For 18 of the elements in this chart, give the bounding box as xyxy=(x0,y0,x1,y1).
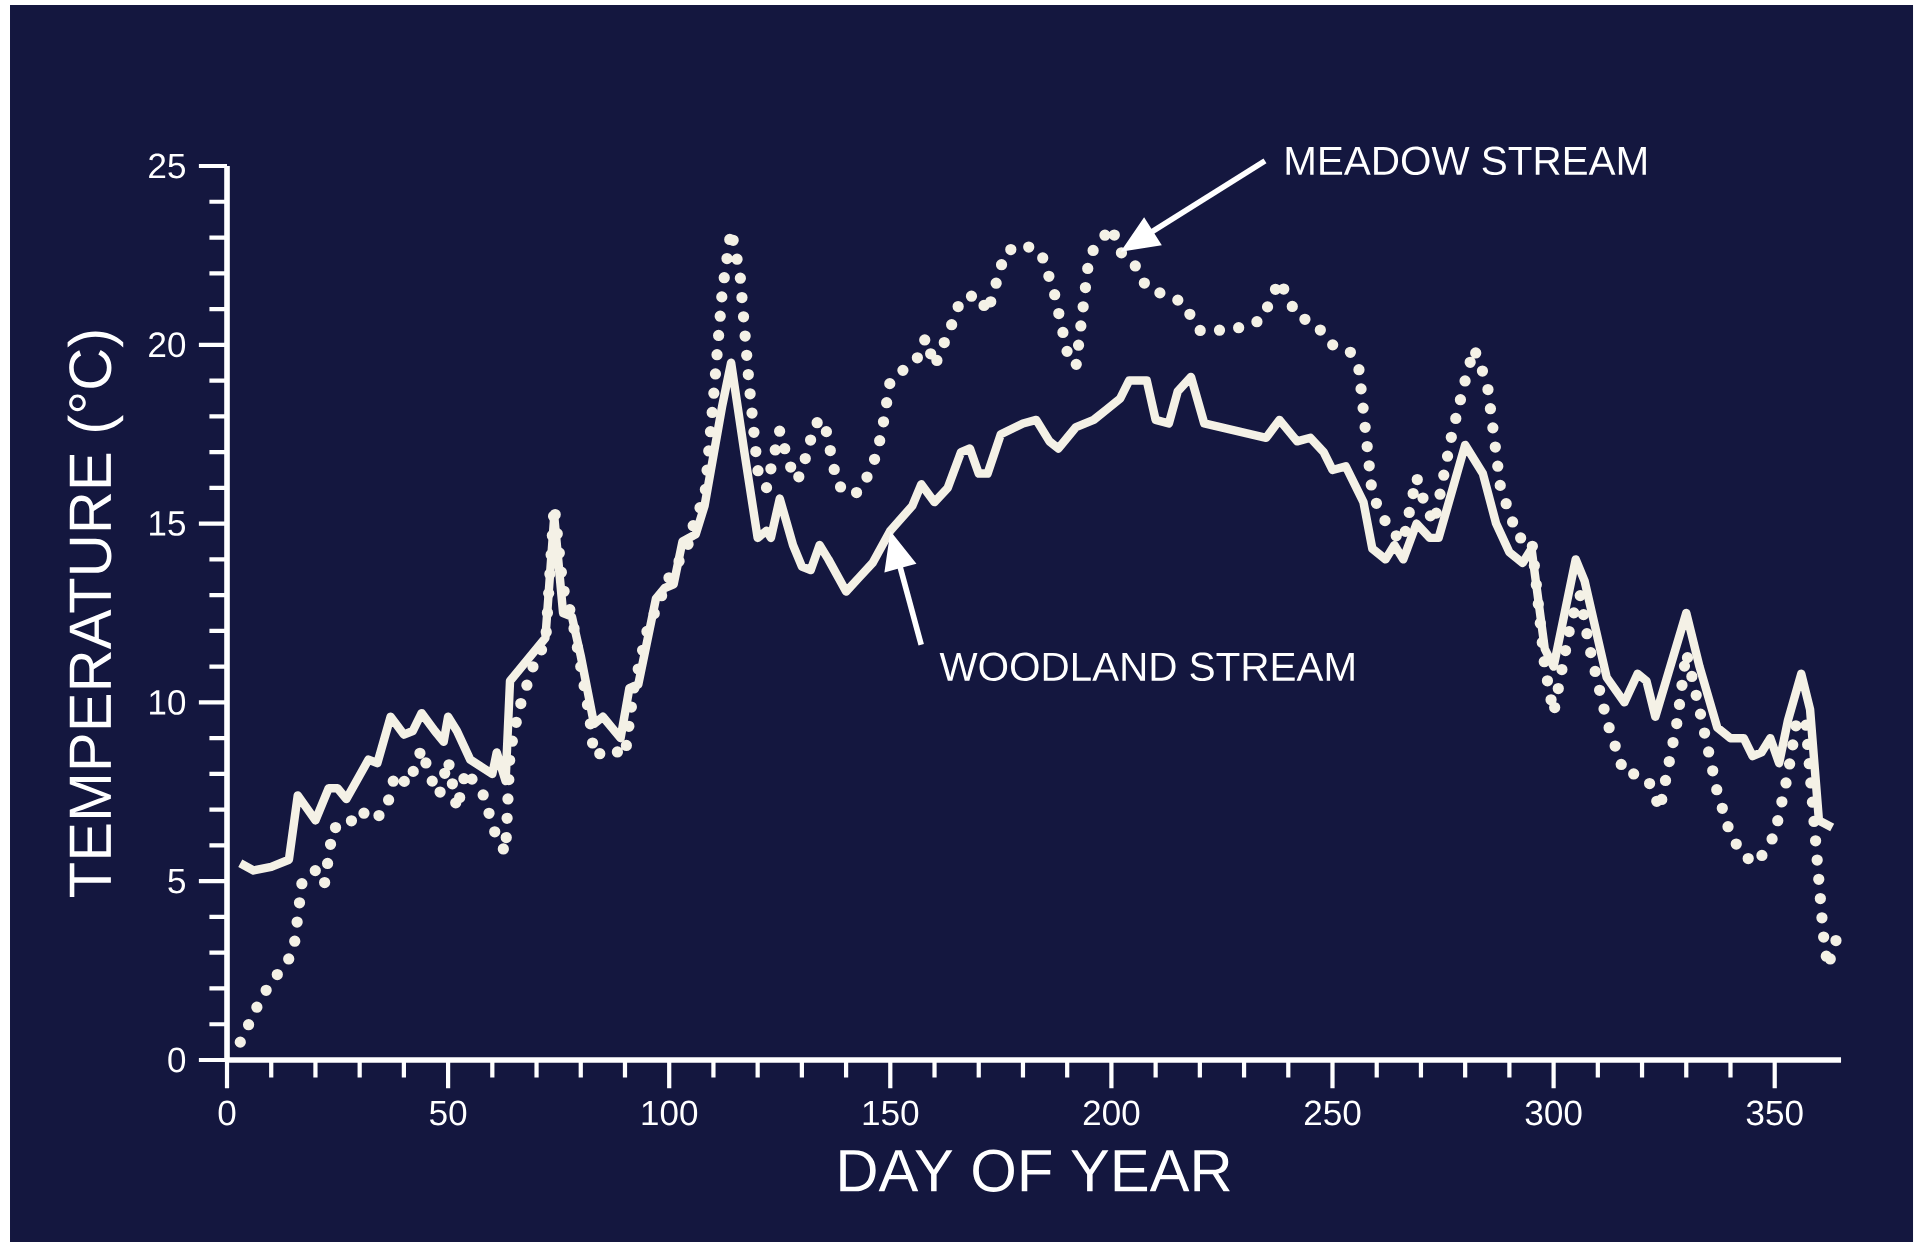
y-axis-title: TEMPERATURE (°C) xyxy=(67,331,124,897)
x-tick-label: 50 xyxy=(429,1100,467,1126)
x-tick-label: 200 xyxy=(1083,1100,1140,1126)
x-tick-label: 0 xyxy=(218,1100,236,1126)
y-tick-label: 0 xyxy=(168,1047,186,1073)
x-tick-label: 250 xyxy=(1304,1100,1361,1126)
y-tick-label: 25 xyxy=(149,153,185,179)
y-tick-label: 20 xyxy=(149,332,186,358)
x-tick-label: 300 xyxy=(1525,1100,1582,1126)
x-tick-label: 150 xyxy=(863,1100,919,1126)
y-tick-label: 15 xyxy=(150,511,185,536)
y-tick-label: 10 xyxy=(150,689,186,715)
text: WOODLAND STREAM xyxy=(939,652,1354,682)
text: MEADOW STREAM xyxy=(1286,146,1646,176)
y-tick-label: 5 xyxy=(168,868,185,894)
x-tick-label: 100 xyxy=(642,1100,698,1126)
x-axis-title: DAY OF YEAR xyxy=(840,1149,1230,1192)
x-tick-label: 350 xyxy=(1746,1100,1803,1126)
